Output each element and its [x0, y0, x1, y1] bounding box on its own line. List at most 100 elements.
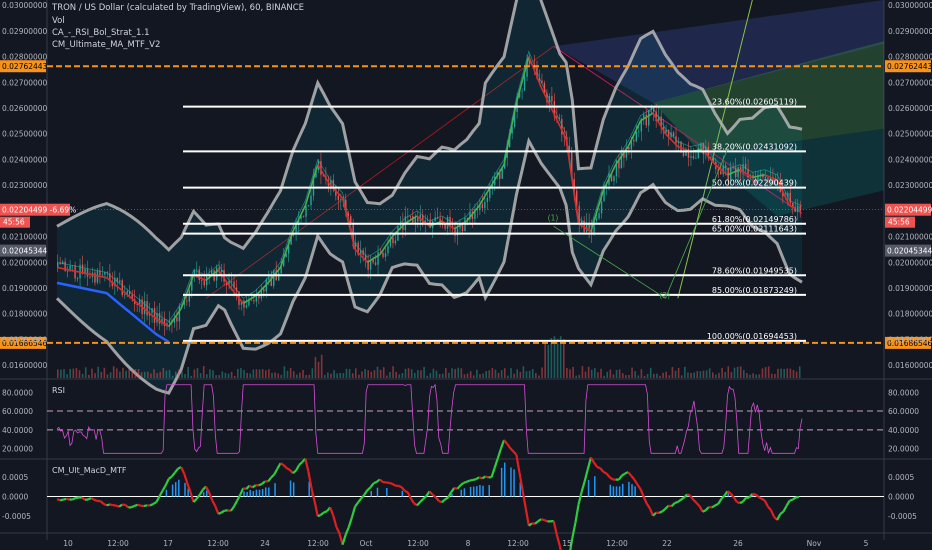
- candle-body: [638, 131, 640, 133]
- macd-histogram-bar: [268, 487, 270, 497]
- macd-histogram-bar: [463, 488, 466, 497]
- macd-tick-left: 0.0000: [2, 493, 28, 502]
- macd-histogram-bar: [594, 476, 596, 497]
- macd-segment: [189, 491, 195, 503]
- volume-bar: [66, 374, 68, 378]
- macd-segment: [419, 498, 425, 503]
- volume-bar: [640, 369, 643, 378]
- volume-bar: [311, 368, 314, 378]
- volume-bar: [60, 369, 62, 378]
- macd-segment: [428, 490, 434, 496]
- macd-histogram-bar: [510, 467, 512, 497]
- candle-body: [414, 216, 416, 223]
- macd-segment: [518, 472, 524, 491]
- candle-body: [332, 179, 335, 190]
- candle-body: [717, 169, 719, 172]
- macd-segment: [602, 470, 607, 475]
- macd-segment: [63, 497, 67, 501]
- volume-bar: [777, 368, 779, 378]
- x-tick-label: 26: [733, 539, 743, 548]
- candle-body: [571, 151, 573, 180]
- wave-path: [553, 148, 728, 299]
- volume-bar: [370, 371, 373, 378]
- macd-segment: [317, 513, 322, 518]
- candle-body: [536, 67, 538, 79]
- candle-body: [573, 179, 575, 191]
- candle-body: [382, 252, 384, 257]
- volume-bar: [178, 369, 180, 378]
- macd-segment: [192, 498, 198, 503]
- volume-bar: [739, 366, 742, 378]
- volume-bar: [81, 373, 84, 378]
- volume-bar: [103, 367, 106, 378]
- macd-segment: [717, 498, 723, 505]
- macd-histogram-bar: [479, 484, 481, 497]
- volume-bar: [621, 373, 624, 378]
- indicator-vol[interactable]: Vol: [52, 16, 65, 26]
- candle-body: [580, 220, 583, 225]
- candle-body: [230, 281, 233, 282]
- macd-segment: [569, 538, 574, 550]
- blue-ma-line: [56, 281, 170, 344]
- price-tick-right: 0.01600000: [888, 361, 932, 370]
- candle-body: [474, 209, 476, 219]
- macd-segment: [605, 472, 611, 478]
- macd-segment: [583, 468, 589, 482]
- candle-body: [106, 272, 109, 274]
- macd-segment: [648, 507, 655, 517]
- volume-bar: [174, 371, 177, 378]
- candle-body: [66, 270, 69, 272]
- macd-segment: [434, 496, 440, 502]
- ma-segment: [143, 307, 151, 315]
- macd-histogram-bar: [187, 488, 189, 497]
- candle-body: [725, 165, 727, 168]
- candle-body: [640, 118, 642, 132]
- ma-segment: [100, 275, 107, 279]
- volume-bar: [401, 373, 404, 378]
- volume-bar: [376, 366, 379, 378]
- indicator-ultimate-ma[interactable]: CM_Ultimate_MA_MTF_V2: [52, 40, 161, 50]
- candle-body: [129, 290, 131, 295]
- ma-segment: [69, 269, 76, 273]
- trend-line-red: [553, 45, 803, 214]
- candle-body: [489, 188, 491, 198]
- fib-label: 61.80%(0.02149786): [712, 215, 797, 224]
- macd-segment: [400, 486, 406, 492]
- candle-body: [553, 101, 556, 117]
- macd-segment: [499, 439, 506, 450]
- macd-segment: [537, 518, 542, 523]
- macd-histogram-bar: [460, 489, 463, 497]
- volume-bar: [646, 374, 649, 378]
- volume-bar: [696, 371, 699, 378]
- macd-histogram-bar: [243, 491, 245, 497]
- volume-bar: [292, 371, 295, 378]
- macd-segment: [658, 510, 663, 514]
- macd-segment: [686, 493, 691, 497]
- macd-segment: [478, 476, 483, 480]
- candle-body: [551, 96, 553, 102]
- price-tick-right: 0.02900000: [888, 27, 932, 36]
- volume-bar: [147, 371, 149, 378]
- volume-bar: [289, 367, 292, 378]
- volume-bar: [749, 374, 751, 378]
- macd-segment: [789, 498, 794, 502]
- macd-segment: [298, 461, 303, 466]
- ma-segment: [447, 224, 455, 230]
- orange-level-label: 0.02762443: [2, 62, 48, 71]
- volume-bar: [755, 374, 758, 378]
- pitchfork-teal-zone: [702, 128, 884, 216]
- ma-segment: [335, 191, 344, 199]
- ma-segment: [317, 164, 325, 176]
- volume-bar: [767, 366, 770, 378]
- trend-line-dark-red: [205, 45, 554, 299]
- volume-bar: [100, 371, 103, 378]
- volume-bar: [562, 339, 565, 378]
- volume-bar: [677, 367, 680, 378]
- volume-bar: [466, 373, 469, 378]
- indicator-rsi-bol[interactable]: CA_-_RSI_Bol_Strat_1.1: [52, 28, 150, 38]
- macd-segment: [229, 505, 235, 512]
- macd-segment: [729, 492, 735, 498]
- volume-bar: [184, 373, 186, 378]
- pitchfork-channels: [205, 0, 884, 299]
- price-tick-left: 0.02400000: [2, 155, 48, 164]
